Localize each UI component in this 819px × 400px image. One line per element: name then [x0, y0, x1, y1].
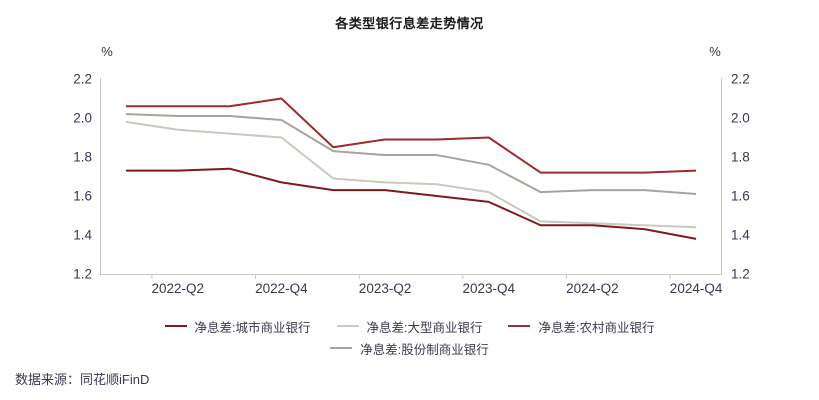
- y-tick-label: 1.6: [73, 188, 92, 204]
- legend-line-marker: [330, 347, 353, 349]
- legend-line-marker: [508, 325, 531, 327]
- series-line-0: [125, 167, 697, 240]
- x-tick-label: 2024-Q4: [669, 281, 723, 296]
- plot-area: [100, 78, 722, 279]
- legend-item-2: 净息差:农村商业银行: [508, 317, 654, 336]
- series-line-3: [125, 113, 697, 196]
- legend-item-1: 净息差:大型商业银行: [336, 317, 483, 336]
- series-line-1: [125, 120, 697, 229]
- legend-item-3: 净息差:股份制商业银行: [330, 339, 489, 358]
- y-tick-label: 1.2: [731, 266, 750, 282]
- y-tick-label: 1.4: [731, 227, 750, 243]
- legend-line-marker: [336, 325, 359, 327]
- x-tick-label: 2023-Q2: [358, 281, 412, 296]
- y-tick-label: 1.8: [73, 149, 92, 165]
- y-tick-label: 1.2: [73, 266, 92, 282]
- y-tick-label: 1.8: [731, 149, 750, 165]
- y-tick-label: 2.2: [731, 71, 750, 87]
- legend-item-0: 净息差:城市商业银行: [164, 317, 311, 336]
- legend: 净息差:城市商业银行 净息差:大型商业银行 净息差:农村商业银行 净息差:股份制商业…: [0, 315, 819, 359]
- legend-label: 净息差:股份制商业银行: [360, 342, 489, 357]
- legend-row-1: 净息差:城市商业银行 净息差:大型商业银行 净息差:农村商业银行: [0, 315, 819, 337]
- x-tick-label: 2024-Q2: [566, 281, 619, 296]
- y-tick-label: 1.4: [73, 227, 92, 243]
- legend-label: 净息差:大型商业银行: [366, 320, 483, 335]
- y-tick-label: 2.2: [73, 71, 92, 87]
- y-tick-label: 2.0: [731, 110, 750, 126]
- legend-line-marker: [164, 325, 187, 327]
- y-tick-label: 1.6: [731, 188, 750, 204]
- chart-title: 各类型银行息差走势情况: [335, 16, 484, 31]
- legend-label: 净息差:农村商业银行: [538, 320, 655, 335]
- series-line-2: [125, 97, 697, 174]
- y-axis-unit-right: %: [709, 44, 721, 59]
- y-tick-label: 2.0: [73, 110, 92, 126]
- x-tick-label: 2023-Q4: [462, 281, 516, 296]
- data-source-note: 数据来源：同花顺iFinD: [15, 372, 150, 387]
- legend-label: 净息差:城市商业银行: [194, 320, 311, 335]
- legend-row-2: 净息差:股份制商业银行: [0, 337, 819, 359]
- x-tick-label: 2022-Q2: [151, 281, 205, 296]
- y-axis-unit-left: %: [101, 44, 113, 59]
- x-tick-label: 2022-Q4: [255, 281, 308, 296]
